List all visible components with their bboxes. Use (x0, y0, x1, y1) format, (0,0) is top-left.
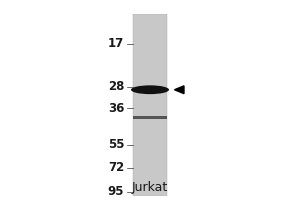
Text: Jurkat: Jurkat (132, 181, 168, 194)
Text: 95: 95 (108, 185, 124, 198)
Ellipse shape (131, 85, 169, 94)
Text: 17: 17 (108, 37, 124, 50)
Bar (133, 14, 167, 196)
Text: 28: 28 (108, 80, 124, 93)
Text: 72: 72 (108, 161, 124, 174)
Polygon shape (175, 86, 184, 94)
Text: 36: 36 (108, 102, 124, 115)
Text: 55: 55 (108, 138, 124, 151)
Bar (133, 116, 167, 119)
